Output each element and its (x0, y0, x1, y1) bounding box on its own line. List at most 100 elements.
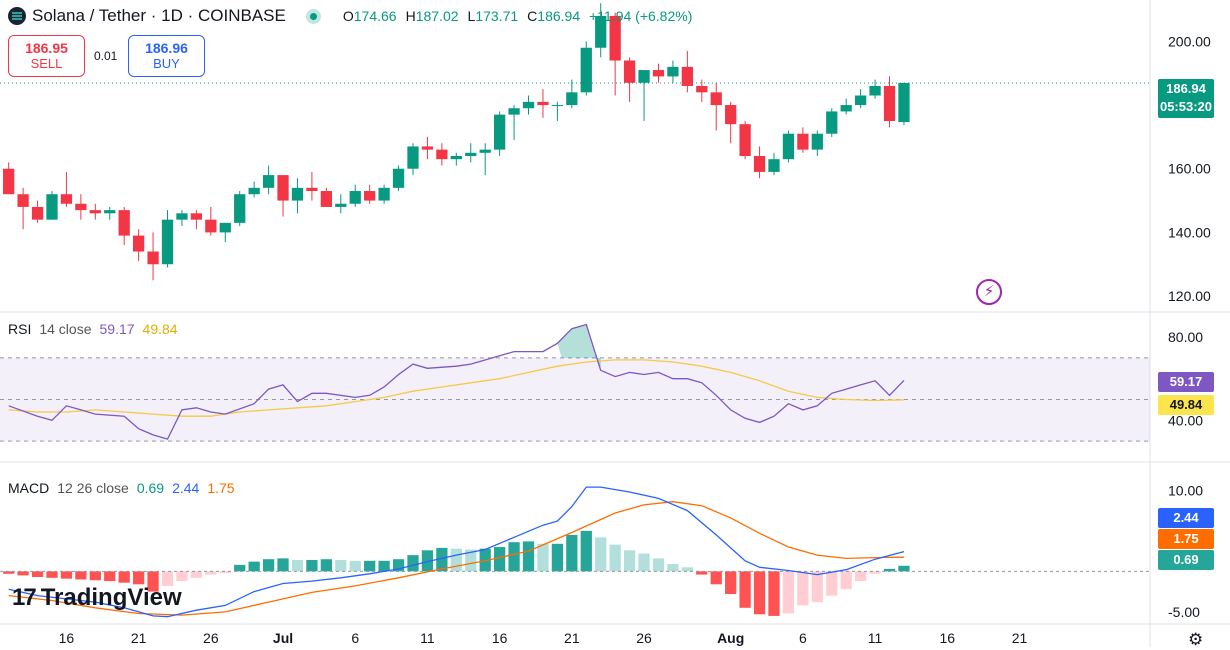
settings-gear-icon[interactable]: ⚙ (1188, 630, 1204, 649)
candle-body (450, 156, 462, 160)
rsi-tick-label: 80.00 (1168, 329, 1203, 345)
macd-histogram-bar (566, 534, 578, 572)
lightning-icon[interactable]: ⚡ (976, 279, 1002, 305)
rsi-tick-label: 40.00 (1168, 412, 1203, 428)
candle-body (277, 175, 289, 201)
tradingview-wordmark: TradingView (40, 584, 182, 611)
macd-histogram-bar (190, 571, 203, 578)
candle-body (811, 133, 823, 150)
sell-button[interactable]: 186.95 SELL (8, 35, 85, 77)
last-price: 186.94 (1166, 81, 1206, 96)
candle-body (190, 213, 203, 220)
macd-histogram-bar (147, 571, 159, 592)
buy-button[interactable]: 186.96 BUY (128, 35, 205, 77)
candle-body (46, 194, 58, 220)
time-tick-label: 6 (351, 630, 359, 646)
high-label: H (405, 8, 416, 24)
candle-body (782, 133, 795, 160)
bar-countdown: 05:53:20 (1159, 99, 1213, 114)
macd-histogram-bar (248, 561, 260, 572)
candle-body (89, 210, 101, 214)
macd-signal-value: 1.75 (207, 480, 235, 496)
candle-body (407, 146, 419, 169)
candle-body (768, 159, 780, 172)
candle-body (479, 149, 491, 153)
macd-histogram-bar (364, 560, 376, 572)
macd-signal-line (8, 501, 905, 616)
sell-label: SELL (30, 56, 63, 71)
candle-body (219, 222, 231, 233)
macd-histogram-bar (205, 571, 217, 575)
macd-histogram-bar (436, 547, 448, 572)
symbol-logo-icon[interactable] (8, 7, 26, 25)
macd-histogram-bar (335, 560, 347, 572)
candle-body (118, 210, 130, 236)
macd-histogram-bar (811, 571, 823, 603)
low-label: L (467, 8, 476, 24)
macd-histogram-bar (782, 571, 795, 614)
open-label: O (342, 8, 354, 24)
candle-body (840, 105, 852, 112)
tradingview-watermark[interactable]: 17 TradingView (12, 584, 182, 612)
time-tick-label: 16 (939, 630, 955, 646)
candle-body (75, 203, 87, 211)
symbol-title[interactable]: Solana / Tether · 1D · COINBASE (32, 6, 286, 25)
time-tick-label: 21 (1012, 630, 1028, 646)
buy-price: 186.96 (145, 40, 188, 56)
candle-body (378, 187, 390, 201)
macd-histogram-bar (277, 558, 289, 572)
open-value: 174.66 (353, 8, 397, 24)
candle-body (681, 66, 693, 86)
macd-title: MACD (8, 480, 50, 496)
candle-body (465, 152, 477, 156)
macd-histogram-bar (638, 553, 650, 572)
candle-body (234, 194, 246, 223)
price-tick-label: 160.00 (1168, 161, 1211, 177)
rsi-params: 14 close (39, 321, 92, 337)
macd-histogram-bar (753, 571, 766, 615)
candle-body (898, 82, 910, 123)
macd-histogram-bar (75, 571, 87, 580)
rsi-legend[interactable]: RSI 14 close 59.17 49.84 (8, 321, 178, 337)
candle-body (392, 168, 405, 188)
candle-body (147, 251, 159, 265)
macd-histogram-bar (580, 530, 592, 572)
time-tick-label: 26 (636, 630, 652, 646)
macd-histogram-bar (869, 571, 881, 574)
macd-histogram-bar (681, 567, 693, 572)
macd-histogram-bar (826, 571, 838, 596)
macd-histogram-bar (898, 565, 910, 572)
macd-histogram-bar (176, 571, 188, 582)
candle-body (3, 168, 15, 195)
macd-histogram-bar (551, 543, 564, 572)
candle-body (652, 70, 665, 77)
macd-histogram-bar (378, 560, 390, 572)
macd-legend[interactable]: MACD 12 26 close 0.69 2.44 1.75 (8, 480, 235, 496)
candle-body (60, 194, 73, 204)
rsi-ma-last-tag: 49.84 (1158, 395, 1214, 415)
macd-histogram-bar (132, 571, 145, 585)
macd-histogram-bar (421, 550, 434, 572)
rsi-ma-value: 49.84 (142, 321, 178, 337)
macd-histogram-bar (667, 564, 679, 572)
candle-body (537, 101, 549, 106)
macd-histogram-bar (161, 571, 174, 586)
price-tick-label: 120.00 (1168, 288, 1211, 304)
macd-histogram-bar (219, 571, 231, 573)
spread-value: 0.01 (94, 49, 118, 63)
sell-price: 186.95 (25, 40, 68, 56)
candle-body (31, 206, 44, 220)
candle-body (421, 146, 434, 150)
candle-body (364, 191, 376, 201)
candle-body (205, 219, 217, 233)
macd-histogram-bar (609, 544, 621, 572)
candle-body (17, 194, 29, 207)
macd-histogram-bar (710, 571, 722, 585)
candle-body (522, 101, 535, 109)
time-tick-label: 26 (203, 630, 219, 646)
candle-body (494, 114, 506, 150)
macd-histogram-bar (320, 559, 332, 572)
time-tick-label: 16 (492, 630, 508, 646)
candle-body (262, 175, 275, 188)
